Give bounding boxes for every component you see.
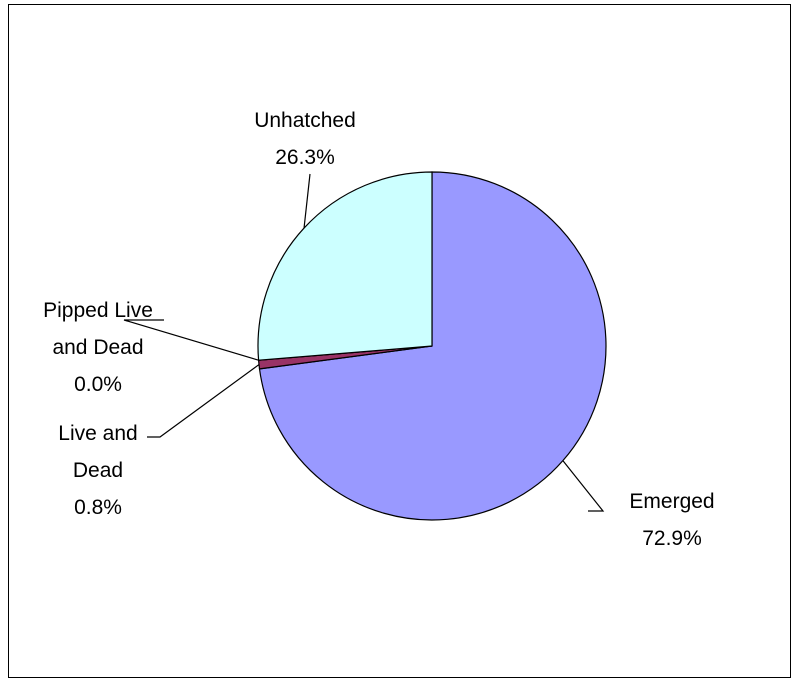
- slice-label-4: Unhatched 26.3%: [254, 109, 356, 169]
- slice-label-3: Pipped Live and Dead 0.0%: [43, 299, 153, 396]
- leader-line-1: [562, 460, 605, 512]
- leader-line-4: [303, 173, 311, 229]
- pie-slice-4: [257, 171, 433, 361]
- slice-label-2: Live and Dead 0.8%: [58, 422, 137, 519]
- slice-label-1: Emerged 72.9%: [629, 490, 714, 550]
- pie-slice-1: [258, 171, 607, 521]
- leader-line-2: [147, 364, 260, 438]
- leader-line-3: [123, 319, 259, 361]
